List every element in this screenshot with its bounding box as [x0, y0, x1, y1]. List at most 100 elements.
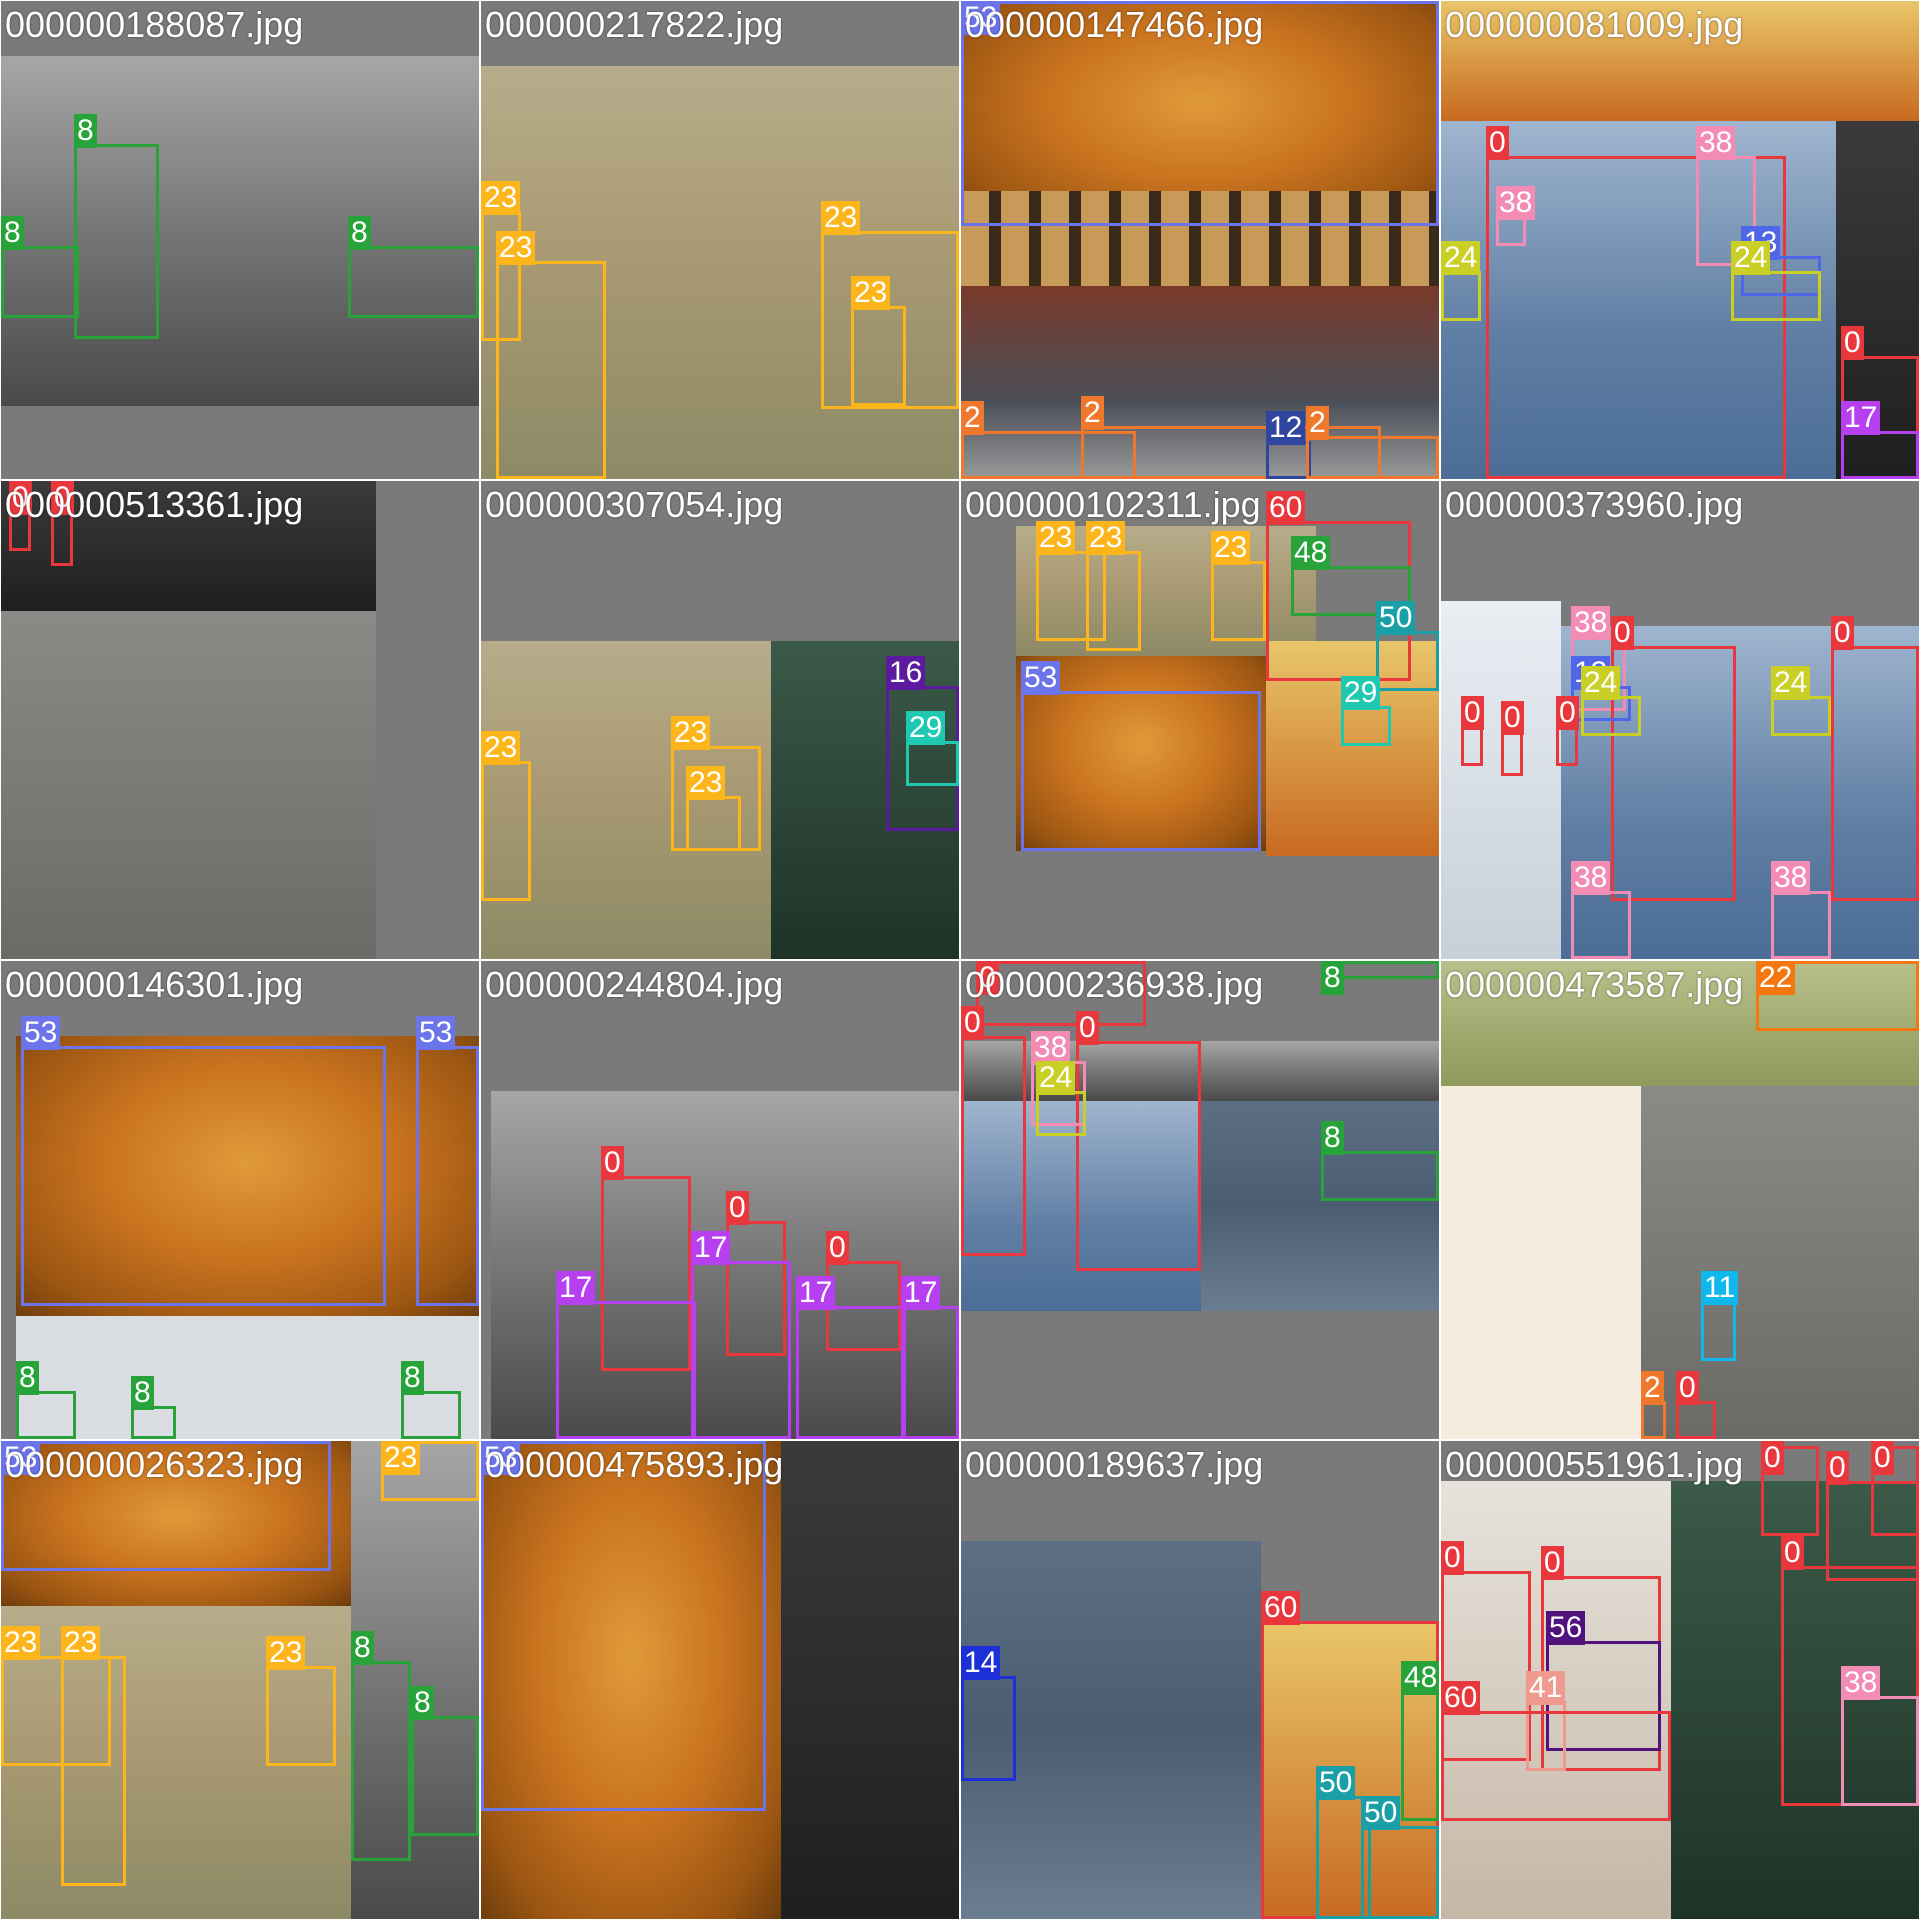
detection-label: 2 — [1081, 396, 1104, 430]
detection-box — [1641, 1401, 1666, 1439]
detection-box — [901, 1306, 959, 1439]
detection-label: 53 — [21, 1016, 61, 1050]
tile-filename: 000000217822.jpg — [485, 4, 784, 45]
detection-box — [1376, 631, 1439, 691]
photo-region — [961, 1101, 1201, 1311]
photo-region — [1201, 1101, 1439, 1311]
mosaic-tile: 0 0 000000513361.jpg — [0, 480, 480, 960]
detection-label: 24 — [1036, 1061, 1076, 1095]
detection-box — [1771, 696, 1831, 736]
detection-label: 50 — [1316, 1766, 1356, 1800]
detection-label: 23 — [686, 766, 726, 800]
detection-box — [1831, 646, 1919, 901]
mosaic-tile: 38001324240003838000000373960.jpg — [1440, 480, 1920, 960]
detection-label: 17 — [796, 1276, 836, 1310]
tile-filename: 000000244804.jpg — [485, 964, 784, 1005]
detection-box — [851, 306, 906, 406]
photo-region — [491, 1091, 959, 1439]
detection-box — [601, 1176, 691, 1371]
detection-label: 22 — [1756, 961, 1796, 995]
photo-region — [16, 1036, 479, 1316]
detection-box — [16, 1391, 76, 1439]
detection-label: 11 — [1701, 1271, 1739, 1305]
detection-label: 38 — [1696, 126, 1736, 160]
detection-box — [1441, 1571, 1531, 1761]
detection-box — [1401, 1691, 1439, 1821]
detection-box — [1211, 561, 1266, 641]
detection-box — [74, 144, 159, 339]
tile-filename: 000000026323.jpg — [5, 1444, 304, 1485]
detection-label: 0 — [826, 1231, 849, 1265]
mosaic-tile: 53 2 2 12 2 000000147466.jpg — [960, 0, 1440, 480]
detection-label: 0 — [1761, 1441, 1784, 1475]
detection-label: 0 — [1441, 1541, 1464, 1575]
detection-label: 53 — [481, 1441, 521, 1475]
detection-box — [1036, 1091, 1086, 1136]
detection-box — [61, 1656, 126, 1886]
photo-region — [961, 1, 1439, 226]
detection-label: 23 — [1086, 521, 1126, 555]
photo-region — [1441, 1, 1919, 121]
detection-label: 17 — [1841, 401, 1881, 435]
detection-box — [961, 431, 1136, 479]
detection-box — [1611, 646, 1736, 901]
detection-label: 24 — [1441, 241, 1481, 275]
detection-label: 0 — [1841, 326, 1864, 360]
detection-label: 24 — [1581, 666, 1621, 700]
detection-label: 0 — [726, 1191, 749, 1225]
detection-label: 0 — [1541, 1546, 1564, 1580]
detection-label: 0 — [1501, 701, 1524, 735]
tile-filename: 000000147466.jpg — [965, 4, 1264, 45]
detection-box — [726, 1221, 786, 1356]
tile-filename: 000000473587.jpg — [1445, 964, 1744, 1005]
detection-label: 16 — [886, 656, 926, 690]
detection-label: 53 — [416, 1016, 456, 1050]
detection-label: 8 — [1321, 1121, 1344, 1155]
detection-box — [411, 1716, 479, 1836]
detection-box — [556, 1301, 696, 1439]
photo-region — [771, 641, 959, 959]
tile-filename: 000000081009.jpg — [1445, 4, 1744, 45]
detection-box — [1701, 1301, 1736, 1361]
detection-label: 23 — [266, 1636, 306, 1670]
detection-label: 8 — [1, 216, 24, 250]
tile-filename: 000000513361.jpg — [5, 484, 304, 525]
tile-filename: 000000146301.jpg — [5, 964, 304, 1005]
photo-region — [1, 1441, 351, 1606]
detection-box — [1761, 1446, 1819, 1536]
detection-label: 38 — [1771, 861, 1811, 895]
tile-filename: 000000475893.jpg — [485, 1444, 784, 1485]
detection-label: 41 — [1526, 1671, 1566, 1705]
detection-label: 8 — [131, 1376, 154, 1410]
detection-label: 0 — [1826, 1451, 1849, 1485]
detection-label: 0 — [1076, 1011, 1099, 1045]
detection-label: 38 — [1571, 861, 1611, 895]
detection-label: 29 — [906, 711, 946, 745]
detection-label: 2 — [1306, 406, 1329, 440]
detection-box — [1841, 431, 1919, 479]
detection-box — [481, 761, 531, 901]
detection-label: 23 — [381, 1441, 421, 1475]
mosaic-tile: 23 23 23 60 48 50 53 29 000000102311.jpg — [960, 480, 1440, 960]
detection-label: 60 — [1441, 1681, 1481, 1715]
detection-label: 0 — [1676, 1371, 1699, 1405]
detection-label: 8 — [401, 1361, 424, 1395]
photo-region — [1441, 961, 1919, 1086]
mosaic-tile: 0 0 0 17 17 17 17 000000244804.jpg — [480, 960, 960, 1440]
detection-box — [1501, 731, 1523, 776]
detection-box — [906, 741, 959, 786]
detection-label: 12 — [1266, 411, 1306, 445]
detection-box — [401, 1391, 461, 1439]
detection-box — [1086, 551, 1141, 651]
photo-region — [1441, 1086, 1641, 1439]
detection-box — [496, 261, 606, 479]
detection-box — [1441, 271, 1481, 321]
detection-label: 23 — [61, 1626, 101, 1660]
detection-box — [1, 246, 79, 318]
detection-label: 2 — [1641, 1371, 1664, 1405]
tile-filename: 000000551961.jpg — [1445, 1444, 1744, 1485]
detection-label: 38 — [1841, 1666, 1881, 1700]
detection-box — [961, 1676, 1016, 1781]
detection-label: 8 — [351, 1631, 374, 1665]
mosaic-tile: 53 53 8 8 8 000000146301.jpg — [0, 960, 480, 1440]
